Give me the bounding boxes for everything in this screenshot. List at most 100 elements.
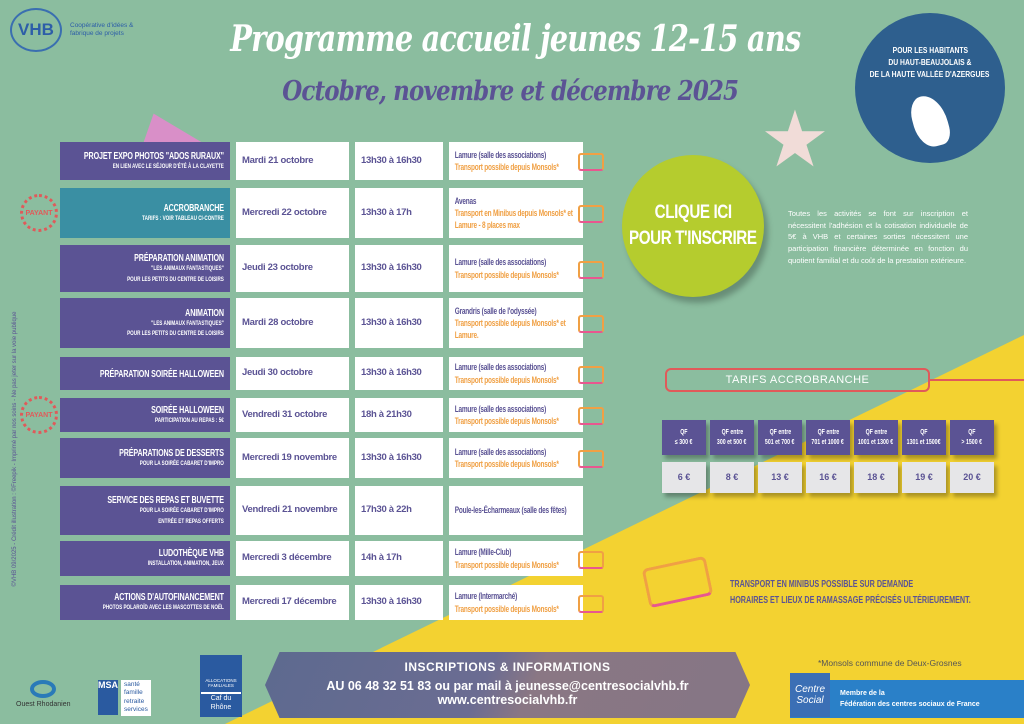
register-line-1: CLIQUE ICI [654,202,732,224]
activity-time: 17h30 à 22h [355,486,443,535]
activity-date: Mardi 21 octobre [236,142,349,180]
activity-place: Lamure (salle des associations) [454,362,547,373]
audience-line: DU HAUT-BEAUJOLAIS & [888,58,972,67]
msa-word: retraite [124,697,145,705]
activity-time: 13h30 à 17h [355,188,443,238]
tarif-header-line: 701 et 1000 € [811,438,845,446]
activity-transport: Transport possible depuis Monsols* [454,269,559,280]
activity-row: PRÉPARATIONS DE DESSERTS POUR LA SOIRÉE C… [60,438,583,478]
bus-icon [578,365,604,384]
activity-location: Avenas Transport en Minibus depuis Monsol… [449,188,583,238]
activity-date: Vendredi 21 novembre [236,486,349,535]
tarif-header-line: QF [920,428,928,436]
tarif-header: QF entre 701 et 1000 € [806,420,850,455]
activity-name: SERVICE DES REPAS ET BUVETTE [107,494,224,507]
activity-time: 18h à 21h30 [355,398,443,432]
tarifs-table: QF ≤ 300 € QF entre 300 et 500 € QF entre 501… [662,420,994,493]
region-map-icon [906,91,954,151]
transport-note-line: HORAIRES ET LIEUX DE RAMASSAGE PRÉCISÉS … [730,594,971,606]
page-title: Programme accueil jeunes 12-15 ans [130,18,900,60]
activity-detail: ENTRÉE ET REPAS OFFERTS [158,517,224,525]
activity-date: Jeudi 30 octobre [236,357,349,390]
federation-line: Fédération des centres sociaux de France [840,701,980,708]
activity-detail: INSTALLATION, ANIMATION, JEUX [147,560,224,568]
activity-location: Grandris (salle de l'odyssée) Transport p… [449,298,583,348]
activity-place: Lamure (salle des associations) [454,149,547,160]
caf-label: Caf du Rhône [201,694,241,716]
register-button[interactable]: CLIQUE ICI POUR T'INSCRIRE [622,155,764,297]
activity-date: Mercredi 3 décembre [236,541,349,576]
tarif-header-line: QF [680,428,688,436]
star-decoration-icon: ★ [760,95,830,183]
activity-transport: Transport possible depuis Monsols* [454,162,559,172]
transport-note-line: TRANSPORT EN MINIBUS POSSIBLE SUR DEMAND… [730,579,914,590]
activity-transport: Transport possible depuis Monsols* [454,603,559,614]
activity-location: Lamure (Intermarché) Transport possible d… [449,585,583,620]
tarif-header-line: 1301 et 1500€ [907,438,941,446]
activity-time: 13h30 à 16h30 [355,585,443,620]
transport-note: TRANSPORT EN MINIBUS POSSIBLE SUR DEMAND… [730,577,1024,608]
activity-row: PRÉPARATION SOIRÉE HALLOWEEN Jeudi 30 oc… [60,357,583,390]
page-title-text: Programme accueil jeunes 12-15 ans [229,18,801,60]
activity-transport: Transport possible depuis Monsols* et La… [454,317,566,341]
activity-location-text: Lamure (salle des associations) Transport… [449,403,583,427]
msa-word: famille [124,689,143,697]
activity-place: Avenas [454,195,477,206]
contact-phone-mail[interactable]: AU 06 48 32 51 83 ou par mail à jeunesse… [326,679,689,693]
activity-detail: PHOTOS POLAROÏD AVEC LES MASCOTTES DE NO… [102,604,224,612]
tarif-header-line: QF entre [721,428,743,436]
activity-title-cell: SERVICE DES REPAS ET BUVETTE POUR LA SOIR… [60,486,230,535]
activity-location: Lamure (salle des associations) Transport… [449,245,583,292]
tarif-header: QF ≤ 300 € [662,420,706,455]
activity-location-text: Poule-les-Écharmeaux (salle des fêtes) [449,504,583,516]
activity-title-text: ACCROBRANCHE TARIFS : VOIR TABLEAU CI-CON… [60,202,230,224]
centres-sociaux-logo: Centre Social [790,673,830,717]
activity-row: PRÉPARATION ANIMATION "LES ANIMAUX FANTAS… [60,245,583,292]
ouest-rhodanien-label: Ouest Rhodanien [16,701,71,708]
activity-time: 13h30 à 16h30 [355,438,443,478]
activity-row: LUDOTHÈQUE VHB INSTALLATION, ANIMATION, J… [60,541,583,576]
activity-title-text: SERVICE DES REPAS ET BUVETTE POUR LA SOIR… [60,494,230,526]
activity-date: Mercredi 22 octobre [236,188,349,238]
activity-date: Mercredi 17 décembre [236,585,349,620]
activity-row: SERVICE DES REPAS ET BUVETTE POUR LA SOIR… [60,486,583,535]
tarif-header-line: 501 et 700 € [765,438,795,446]
activity-detail: "LES ANIMAUX FANTASTIQUES" [151,265,224,273]
activity-time: 13h30 à 16h30 [355,298,443,348]
activity-title-text: PRÉPARATIONS DE DESSERTS POUR LA SOIRÉE C… [60,447,230,469]
activity-time: 13h30 à 16h30 [355,357,443,390]
activity-name: ACTIONS D'AUTOFINANCEMENT [114,591,224,604]
activity-location: Lamure (salle des associations) Transport… [449,357,583,390]
tarif-header-line: 1001 et 1300 € [858,438,894,446]
activity-name: PRÉPARATION SOIRÉE HALLOWEEN [99,367,224,380]
tarif-header-line: QF [968,428,976,436]
register-line-2: POUR T'INSCRIRE [629,228,757,249]
msa-word: santé [124,681,140,688]
vhb-logo: VHB Coopérative d'idées & fabrique de pr… [10,8,140,52]
activity-location: Lamure (salle des associations) Transport… [449,398,583,432]
tarif-header: QF entre 1001 et 1300 € [854,420,898,455]
bus-icon [578,260,604,279]
bus-icon [578,550,604,569]
bus-icon [578,450,604,468]
activity-row: SOIRÉE HALLOWEEN PARTICIPATION AU REPAS :… [60,398,583,432]
tarif-price: 16 € [806,462,850,493]
activity-date: Mardi 28 octobre [236,298,349,348]
activity-place: Lamure (salle des associations) [454,446,547,457]
activity-title-text: LUDOTHÈQUE VHB INSTALLATION, ANIMATION, J… [60,547,230,569]
activity-name: ANIMATION [185,306,224,319]
tarif-price: 8 € [710,462,754,493]
activity-title-cell: PRÉPARATION SOIRÉE HALLOWEEN [60,357,230,390]
activity-place: Lamure (Intermarché) [454,591,518,602]
audience-line: DE LA HAUTE VALLÉE D'AZERGUES [870,70,990,79]
msa-mark: MSA [98,680,118,715]
activity-place: Poule-les-Écharmeaux (salle des fêtes) [454,505,567,516]
contact-website-link[interactable]: www.centresocialvhb.fr [437,693,578,707]
activity-row: ACTIONS D'AUTOFINANCEMENT PHOTOS POLAROÏD… [60,585,583,620]
bus-icon [578,407,604,425]
msa-words: santé famille retraite services [121,680,151,716]
tarif-price: 18 € [854,462,898,493]
bus-icon [578,153,604,171]
activity-location: Lamure (salle des associations) Transport… [449,438,583,478]
activity-transport: Transport possible depuis Monsols* [454,416,559,426]
